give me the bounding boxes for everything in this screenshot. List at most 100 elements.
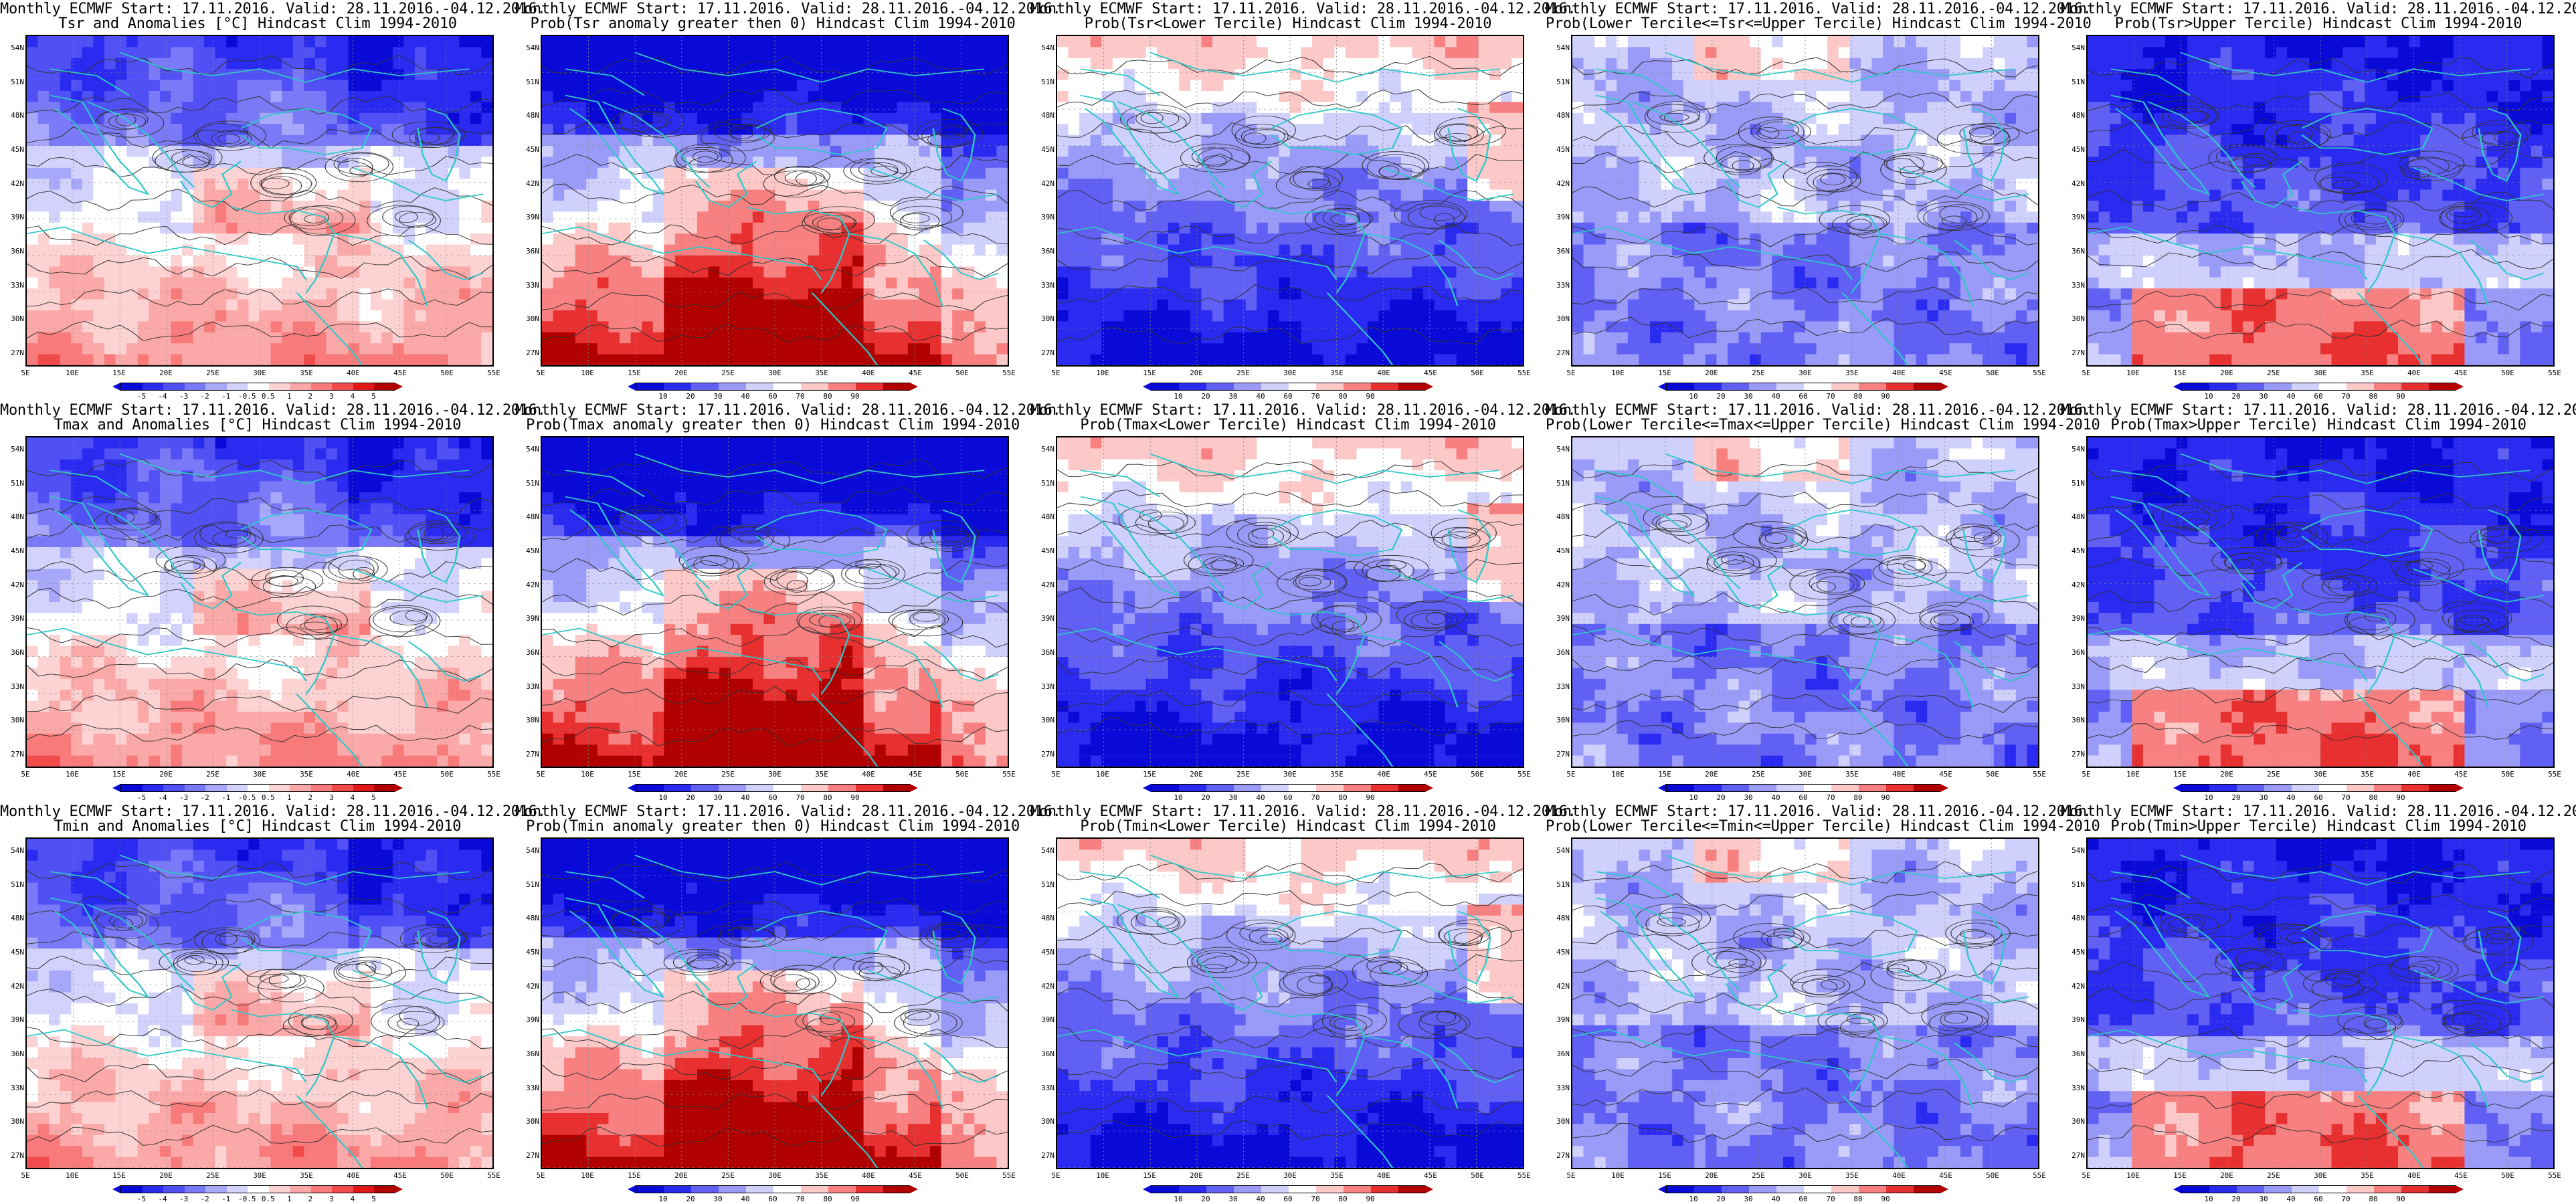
field-cell: [1594, 112, 1606, 124]
field-cell: [171, 277, 183, 289]
field-cell: [553, 343, 565, 355]
field-cell: [553, 201, 565, 212]
field-cell: [1279, 36, 1291, 47]
field-cell: [1301, 102, 1313, 114]
field-cell: [204, 354, 216, 365]
field-cell: [403, 134, 416, 146]
field-cell: [1500, 58, 1512, 70]
field-cell: [1949, 91, 1961, 102]
field-cell: [708, 299, 720, 311]
field-cell: [708, 310, 720, 322]
field-cell: [1605, 256, 1617, 267]
field-cell: [1223, 321, 1235, 333]
field-cell: [470, 145, 482, 157]
field-cell: [1112, 310, 1124, 322]
field-cell: [60, 189, 72, 201]
field-cell: [359, 222, 371, 234]
field-cell: [1827, 134, 1839, 146]
field-cell: [575, 310, 587, 322]
field-cell: [929, 157, 941, 169]
field-cell: [1068, 211, 1080, 223]
field-cell: [808, 124, 820, 135]
field-cell: [1871, 112, 1883, 124]
field-cell: [481, 179, 492, 190]
field-cell: [808, 266, 820, 278]
field-cell: [575, 179, 587, 190]
field-cell: [1467, 332, 1479, 344]
field-cell: [392, 277, 404, 289]
field-cell: [1694, 179, 1706, 190]
field-cell: [1617, 233, 1629, 245]
field-cell: [1705, 145, 1717, 157]
colorbar-tick-label: -3: [174, 392, 194, 401]
field-cell: [171, 288, 183, 300]
field-cell: [314, 167, 327, 179]
field-cell: [71, 343, 83, 355]
field-cell: [553, 211, 565, 223]
field-cell: [282, 80, 294, 92]
field-cell: [1345, 343, 1357, 355]
field-cell: [1400, 354, 1412, 365]
field-cell: [719, 80, 731, 92]
field-cell: [1378, 256, 1390, 267]
field-cell: [1938, 157, 1950, 169]
field-cell: [392, 58, 404, 70]
field-cell: [414, 299, 426, 311]
field-cell: [819, 112, 831, 124]
field-cell: [708, 343, 720, 355]
field-cell: [1422, 134, 1435, 146]
field-cell: [1212, 47, 1224, 59]
field-cell: [1916, 36, 1928, 47]
field-cell: [553, 277, 565, 289]
field-cell: [104, 201, 116, 212]
field-cell: [2015, 167, 2027, 179]
field-cell: [564, 310, 576, 322]
field-cell: [403, 288, 416, 300]
field-cell: [2005, 80, 2017, 92]
field-cell: [2027, 201, 2038, 212]
field-cell: [1168, 321, 1180, 333]
field-cell: [304, 69, 316, 80]
field-cell: [1434, 102, 1446, 114]
field-cell: [1489, 179, 1501, 190]
field-cell: [830, 189, 842, 201]
field-cell: [171, 80, 183, 92]
field-cell: [193, 332, 205, 344]
field-cell: [863, 80, 875, 92]
field-cell: [93, 222, 105, 234]
field-cell: [1849, 47, 1861, 59]
field-cell: [1983, 145, 1995, 157]
field-cell: [448, 47, 460, 59]
field-cell: [1157, 277, 1169, 289]
field-cell: [763, 36, 775, 47]
colorbar-tick-label: -4: [153, 392, 173, 401]
field-cell: [996, 299, 1008, 311]
field-cell: [1345, 321, 1357, 333]
field-cell: [1157, 157, 1169, 169]
field-cell: [1312, 354, 1324, 365]
terrain-contour: [1135, 109, 1180, 128]
map-field: [542, 36, 1008, 365]
field-cell: [459, 222, 471, 234]
field-cell: [193, 244, 205, 256]
field-cell: [270, 277, 282, 289]
field-cell: [1594, 47, 1606, 59]
field-cell: [1511, 244, 1523, 256]
field-cell: [1257, 47, 1269, 59]
field-cell: [1123, 36, 1135, 47]
field-cell: [1467, 266, 1479, 278]
field-cell: [1356, 167, 1368, 179]
field-cell: [337, 69, 349, 80]
field-cell: [1805, 134, 1817, 146]
field-cell: [542, 58, 553, 70]
field-cell: [1400, 58, 1412, 70]
field-cell: [71, 179, 83, 190]
terrain-contour: [382, 205, 434, 228]
field-cell: [1661, 179, 1673, 190]
field-cell: [1927, 80, 1939, 92]
field-cell: [481, 343, 492, 355]
field-cell: [674, 47, 686, 59]
field-cell: [1871, 91, 1883, 102]
field-cell: [1905, 47, 1917, 59]
field-cell: [775, 299, 786, 311]
